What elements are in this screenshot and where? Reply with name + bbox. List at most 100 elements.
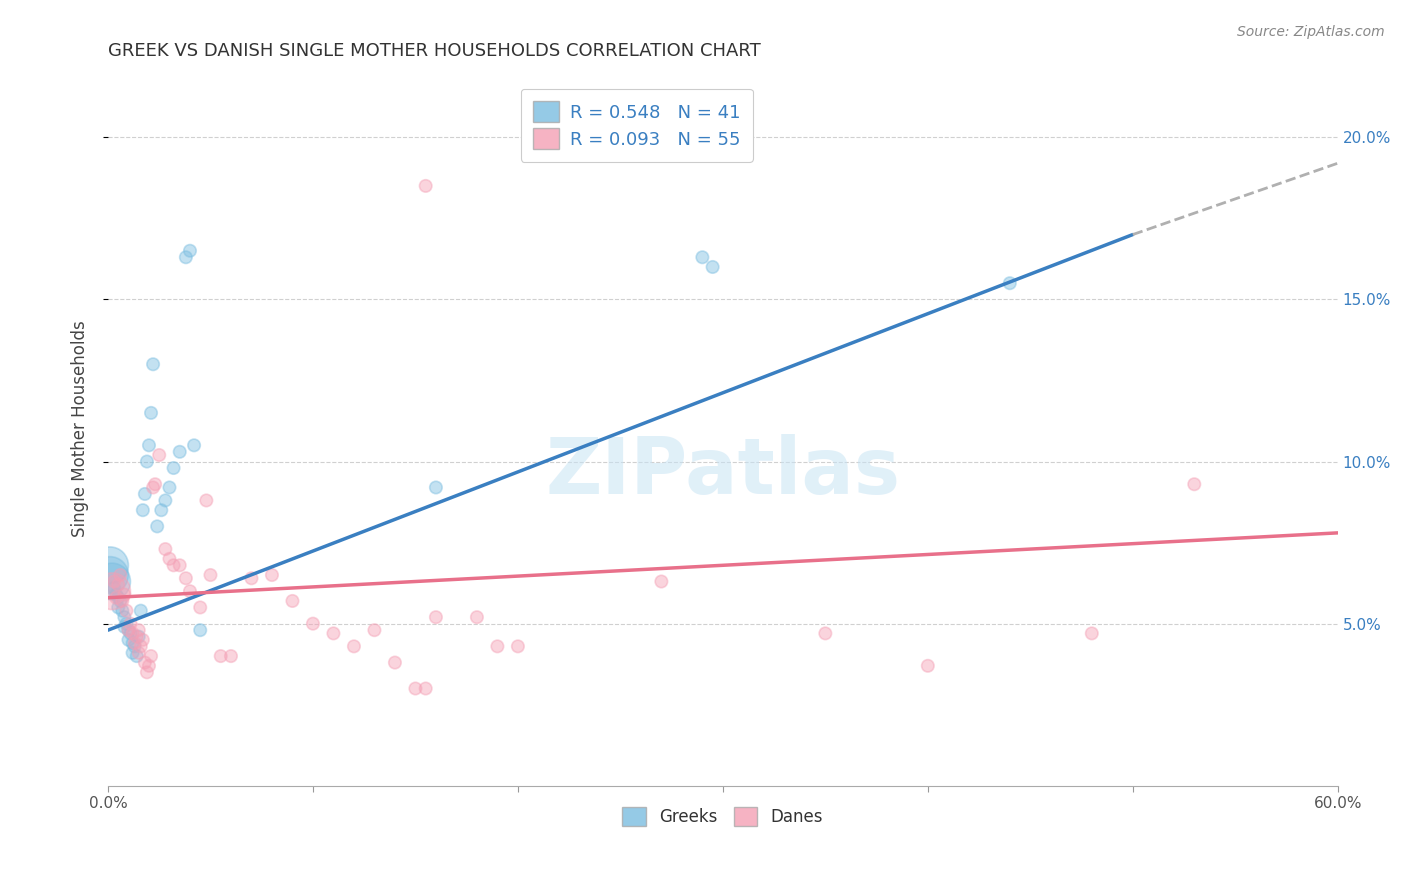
Point — [183, 438, 205, 452]
Point — [132, 503, 155, 517]
Point — [115, 604, 138, 618]
Point — [121, 636, 143, 650]
Point — [363, 623, 385, 637]
Point — [998, 276, 1021, 290]
Point — [465, 610, 488, 624]
Point — [103, 574, 125, 589]
Point — [174, 571, 197, 585]
Point — [103, 581, 125, 595]
Point — [159, 551, 181, 566]
Y-axis label: Single Mother Households: Single Mother Households — [72, 321, 89, 538]
Point — [148, 448, 170, 462]
Point — [179, 584, 201, 599]
Point — [125, 630, 148, 644]
Point — [128, 646, 150, 660]
Point — [155, 493, 177, 508]
Point — [107, 591, 129, 605]
Point — [105, 587, 128, 601]
Text: GREEK VS DANISH SINGLE MOTHER HOUSEHOLDS CORRELATION CHART: GREEK VS DANISH SINGLE MOTHER HOUSEHOLDS… — [108, 42, 761, 60]
Point — [200, 568, 222, 582]
Point — [110, 568, 132, 582]
Point — [150, 503, 173, 517]
Point — [219, 649, 242, 664]
Point — [159, 480, 181, 494]
Point — [188, 600, 211, 615]
Point — [117, 623, 139, 637]
Point — [121, 646, 143, 660]
Point — [814, 626, 837, 640]
Point — [384, 656, 406, 670]
Point — [702, 260, 724, 274]
Point — [112, 620, 135, 634]
Point — [115, 616, 138, 631]
Point — [134, 656, 156, 670]
Point — [128, 623, 150, 637]
Point — [506, 640, 529, 654]
Point — [124, 636, 146, 650]
Point — [162, 558, 184, 573]
Point — [98, 568, 121, 582]
Point — [917, 658, 939, 673]
Point — [169, 445, 191, 459]
Point — [111, 594, 134, 608]
Point — [138, 438, 160, 452]
Text: Source: ZipAtlas.com: Source: ZipAtlas.com — [1237, 25, 1385, 39]
Point — [179, 244, 201, 258]
Legend: Greeks, Danes: Greeks, Danes — [614, 798, 831, 835]
Point — [98, 558, 121, 573]
Point — [136, 454, 159, 468]
Point — [110, 594, 132, 608]
Point — [105, 591, 128, 605]
Point — [142, 480, 165, 494]
Point — [343, 640, 366, 654]
Point — [425, 610, 447, 624]
Point — [128, 630, 150, 644]
Point — [486, 640, 509, 654]
Point — [302, 616, 325, 631]
Point — [120, 626, 142, 640]
Point — [415, 681, 437, 696]
Point — [101, 574, 124, 589]
Point — [1182, 477, 1205, 491]
Point — [124, 640, 146, 654]
Text: ZIPatlas: ZIPatlas — [546, 434, 900, 510]
Point — [188, 623, 211, 637]
Point — [142, 357, 165, 371]
Point — [650, 574, 672, 589]
Point — [195, 493, 218, 508]
Point — [107, 578, 129, 592]
Point — [404, 681, 426, 696]
Point — [174, 250, 197, 264]
Point — [240, 571, 263, 585]
Point — [107, 600, 129, 615]
Point — [692, 250, 714, 264]
Point — [209, 649, 232, 664]
Point — [112, 610, 135, 624]
Point — [281, 594, 304, 608]
Point — [117, 632, 139, 647]
Point — [322, 626, 344, 640]
Point — [120, 616, 142, 631]
Point — [125, 649, 148, 664]
Point — [129, 604, 152, 618]
Point — [112, 587, 135, 601]
Point — [260, 568, 283, 582]
Point — [101, 584, 124, 599]
Point — [132, 632, 155, 647]
Point — [1081, 626, 1104, 640]
Point — [425, 480, 447, 494]
Point — [139, 649, 162, 664]
Point — [146, 519, 169, 533]
Point — [143, 477, 166, 491]
Point — [117, 623, 139, 637]
Point — [121, 626, 143, 640]
Point — [162, 461, 184, 475]
Point — [136, 665, 159, 680]
Point — [155, 542, 177, 557]
Point — [134, 487, 156, 501]
Point — [138, 658, 160, 673]
Point — [129, 640, 152, 654]
Point — [169, 558, 191, 573]
Point — [139, 406, 162, 420]
Point — [415, 178, 437, 193]
